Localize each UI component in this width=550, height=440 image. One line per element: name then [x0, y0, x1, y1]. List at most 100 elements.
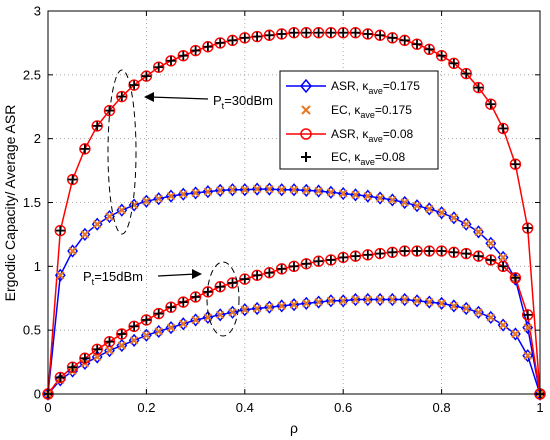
annotation-label-15dbm: Pt=15dBm — [83, 269, 143, 287]
asr-point-circle — [103, 335, 116, 348]
asr-point-circle — [79, 143, 91, 155]
x-tick-label: 0.8 — [433, 400, 451, 415]
svg-text:EC, κave=0.08: EC, κave=0.08 — [331, 150, 406, 167]
asr-point-circle — [312, 255, 325, 267]
ec-point-x — [511, 329, 520, 339]
annotation-arrow-15dbm — [157, 273, 197, 277]
ec-point-plus — [375, 30, 385, 40]
ec-point-plus — [486, 255, 496, 265]
ec-point-x — [412, 296, 422, 306]
asr-point-circle — [349, 250, 362, 262]
y-tick-label: 2 — [34, 131, 41, 146]
asr-point-circle — [214, 37, 226, 49]
annotation-ellipse-15dbm — [206, 261, 240, 337]
ec-point-plus — [498, 123, 508, 133]
ec-point-plus — [289, 28, 299, 38]
ec-point-plus — [474, 83, 483, 93]
annotation-arrowhead-15dbm — [192, 269, 202, 279]
ec-point-x — [425, 297, 434, 307]
asr-point-circle — [399, 245, 411, 257]
asr-point-circle — [374, 29, 386, 41]
ec-point-x — [400, 198, 409, 207]
asr-point-circle — [349, 27, 362, 39]
asr-point-circle — [448, 246, 460, 258]
legend-entry-ec-008: EC, κave=0.08 — [301, 150, 406, 167]
ec-point-x — [92, 219, 102, 229]
ec-point-x — [351, 190, 360, 200]
ec-point-x — [56, 271, 65, 280]
ec-point-x — [166, 323, 176, 332]
ec-point-plus — [461, 249, 471, 259]
y-tick-label: 1 — [34, 259, 41, 274]
legend-entry-ec-0175: EC, κave=0.175 — [301, 103, 412, 120]
ec-point-plus — [80, 144, 90, 154]
ec-point-x — [486, 313, 496, 322]
ec-point-x — [277, 301, 286, 311]
series-0-markers — [42, 182, 546, 401]
asr-point-circle — [411, 38, 423, 50]
x-axis-label: ρ — [290, 420, 298, 436]
y-tick-label: 1.5 — [23, 195, 41, 210]
ec-point-x — [142, 197, 151, 206]
ec-point-plus — [203, 287, 213, 297]
asr-point-circle — [152, 307, 165, 320]
ec-point-x — [523, 351, 532, 360]
ec-point-plus — [228, 35, 237, 45]
ec-point-x — [523, 323, 532, 332]
ec-point-x — [498, 253, 508, 262]
ec-point-plus — [326, 28, 336, 38]
asr-point-circle — [411, 245, 423, 257]
ec-point-plus — [314, 28, 324, 38]
ec-point-plus — [129, 80, 139, 90]
ec-point-plus — [387, 247, 397, 257]
ec-point-x — [117, 205, 127, 215]
ec-point-plus — [178, 297, 188, 307]
ec-point-plus — [400, 246, 410, 256]
ec-point-plus — [412, 39, 422, 49]
ec-point-x — [203, 187, 213, 196]
asr-point-circle — [140, 70, 153, 82]
ec-point-x — [105, 212, 114, 221]
asr-point-circle — [288, 260, 300, 273]
ec-point-plus — [228, 278, 237, 288]
ec-point-x — [129, 336, 139, 345]
ec-point-x — [129, 200, 139, 210]
asr-point-circle — [288, 27, 300, 39]
ec-point-plus — [215, 38, 225, 48]
ec-point-x — [437, 299, 446, 308]
diamond-marker-icon — [300, 78, 312, 94]
x-tick-label: 0.6 — [334, 400, 352, 415]
ec-point-plus — [338, 28, 348, 38]
ec-point-x — [449, 301, 459, 311]
ec-point-x — [363, 191, 373, 201]
ec-point-x — [302, 299, 311, 308]
asr-point-circle — [116, 90, 128, 103]
plus-marker-icon — [301, 152, 311, 162]
ec-point-x — [142, 331, 151, 340]
legend: ASR, κave=0.175 EC, κave=0.175 ASR, κave… — [279, 70, 439, 170]
ec-point-plus — [301, 259, 311, 269]
asr-point-circle — [214, 281, 226, 293]
asr-point-circle — [386, 246, 399, 258]
asr-point-circle — [509, 158, 522, 170]
asr-point-circle — [448, 57, 460, 70]
ec-point-plus — [449, 58, 459, 68]
asr-point-circle — [337, 251, 349, 264]
ec-point-plus — [449, 247, 459, 257]
ec-point-plus — [191, 46, 201, 56]
asr-point-circle — [460, 247, 472, 260]
ec-point-plus — [338, 252, 348, 262]
ec-point-plus — [326, 255, 336, 265]
annotation-ellipse-30dbm — [107, 69, 137, 235]
ec-point-plus — [424, 44, 434, 54]
ec-point-x — [105, 346, 114, 355]
ec-point-x — [375, 193, 385, 203]
ec-point-x — [338, 189, 348, 198]
asr-point-circle — [128, 320, 140, 333]
ec-point-x — [314, 297, 323, 307]
ec-point-plus — [474, 251, 483, 261]
asr-point-circle — [325, 27, 337, 39]
asr-point-circle — [509, 272, 522, 284]
asr-point-circle — [103, 104, 116, 117]
